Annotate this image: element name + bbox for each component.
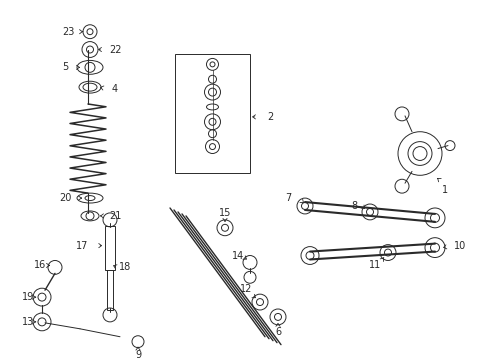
- Text: 5: 5: [62, 62, 68, 72]
- Text: 16: 16: [34, 260, 46, 270]
- Text: 18: 18: [119, 262, 131, 273]
- Text: 2: 2: [266, 112, 273, 122]
- Text: 13: 13: [22, 317, 34, 327]
- Text: 4: 4: [112, 84, 118, 94]
- Text: 7: 7: [285, 193, 290, 203]
- Bar: [105, 226, 115, 270]
- Bar: [175, 54, 249, 173]
- Text: 20: 20: [59, 193, 71, 203]
- Text: 12: 12: [239, 284, 252, 294]
- Text: 6: 6: [274, 327, 281, 337]
- Text: 11: 11: [368, 260, 380, 270]
- Text: 14: 14: [231, 251, 244, 261]
- Text: 21: 21: [109, 211, 121, 221]
- Text: 23: 23: [61, 27, 74, 37]
- Text: 22: 22: [108, 45, 121, 54]
- Text: 15: 15: [218, 208, 231, 218]
- Text: 1: 1: [441, 185, 447, 195]
- Text: 8: 8: [350, 201, 356, 211]
- Text: 19: 19: [22, 292, 34, 302]
- Text: 17: 17: [76, 240, 88, 251]
- Text: 10: 10: [453, 240, 465, 251]
- Text: 9: 9: [135, 350, 141, 360]
- Bar: [107, 270, 113, 310]
